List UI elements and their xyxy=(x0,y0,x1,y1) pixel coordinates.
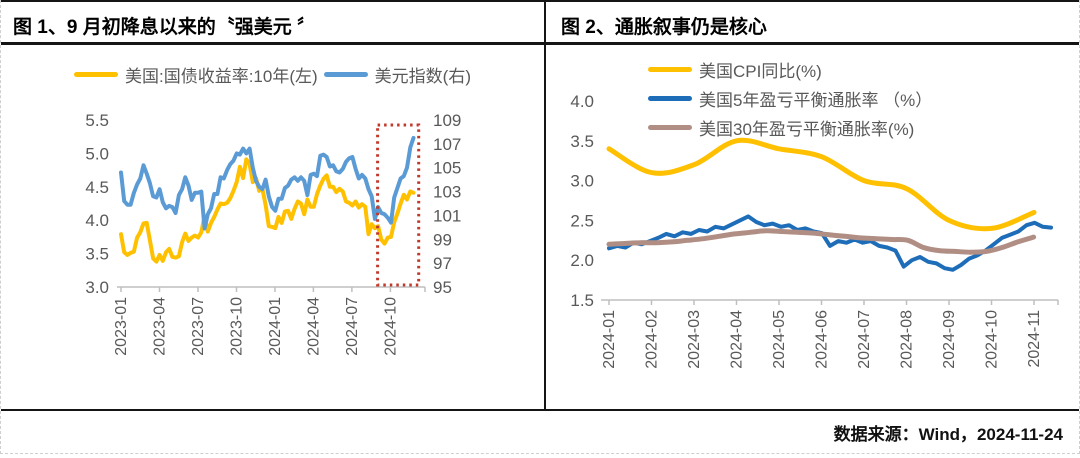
x-tick-label: 2024-01 xyxy=(267,297,284,356)
figure-titles-row: 图 1、9 月初降息以来的〝强美元 〞 图 2、通胀叙事仍是核心 xyxy=(1,0,1079,45)
source-row: 数据来源：Wind，2024-11-24 xyxy=(1,409,1079,453)
treasury-yield-legend-label: 美国:国债收益率:10年(左) xyxy=(124,67,318,86)
x-tick-label: 2023-07 xyxy=(190,297,207,356)
y-tick-label-right: 97 xyxy=(433,254,452,273)
y-tick-label-left: 4.0 xyxy=(570,92,594,111)
treasury-yield-line-swatch xyxy=(73,72,118,77)
series-line-0 xyxy=(119,157,416,264)
fig1-legend: 美国:国债收益率:10年(左) 美元指数(右) xyxy=(1,62,544,87)
fig2-legend: 美国CPI同比(%) 美国5年盈亏平衡通胀率 （%） 美国30年盈亏平衡通胀率(… xyxy=(648,57,932,140)
legend-item-breakeven-5y: 美国5年盈亏平衡通胀率 （%） xyxy=(648,86,932,111)
series-line-1 xyxy=(119,135,416,231)
y-tick-label-left: 3.0 xyxy=(570,172,594,191)
fig1-plot: 2023-01 2023-04 2023-07 2023-10 2024-01 2024-… xyxy=(85,111,461,356)
y-tick-label-right: 101 xyxy=(433,206,461,225)
breakeven-30y-line-swatch xyxy=(648,125,692,130)
x-tick-label: 2024-05 xyxy=(771,310,788,369)
breakeven-5y-line-swatch xyxy=(648,96,692,101)
y-tick-label-left: 1.5 xyxy=(570,291,594,310)
x-tick-label: 2024-01 xyxy=(601,310,618,369)
series-line-2 xyxy=(606,228,1037,255)
legend-item-dollar-index: 美元指数(右) xyxy=(323,62,471,87)
y-tick-label-left: 2.5 xyxy=(570,211,594,230)
highlight-rect xyxy=(376,123,421,287)
x-tick-label: 2024-07 xyxy=(344,297,361,356)
x-tick-label: 2024-10 xyxy=(984,310,1001,369)
x-tick-label: 2024-06 xyxy=(814,310,831,369)
y-tick-label-left: 5.0 xyxy=(85,144,109,163)
y-tick-label-left: 2.0 xyxy=(570,251,594,270)
x-tick-label: 2024-09 xyxy=(941,310,958,369)
legend-item-treasury-yield: 美国:国债收益率:10年(左) xyxy=(73,62,318,87)
x-axis: 2024-01 2024-02 2024-03 2024-04 2024-05 2024-… xyxy=(601,299,1059,369)
cpi-line-swatch xyxy=(648,67,692,72)
y-tick-label-left: 3.5 xyxy=(570,132,594,151)
x-tick-label: 2024-08 xyxy=(899,310,916,369)
x-tick-label: 2023-01 xyxy=(113,297,130,356)
y-tick-label-left: 3.5 xyxy=(85,245,109,264)
x-tick-label: 2024-04 xyxy=(729,310,746,369)
x-tick-label: 2024-03 xyxy=(686,310,703,369)
y-tick-label-right: 105 xyxy=(433,159,461,178)
x-tick-label: 2023-10 xyxy=(228,297,245,356)
series-line-1 xyxy=(607,214,1053,272)
x-tick-label: 2023-04 xyxy=(151,297,168,356)
y-axis-right: 109 107 105 103 101 99 97 95 xyxy=(433,111,461,297)
y-axis-left: 4.0 3.5 3.0 2.5 2.0 1.5 xyxy=(570,92,594,310)
fig1-chart-panel: 美国:国债收益率:10年(左) 美元指数(右) 2023-01 2023-04 20… xyxy=(1,45,546,409)
x-tick-label: 2024-02 xyxy=(644,310,661,369)
cpi-legend-label: 美国CPI同比(%) xyxy=(699,62,822,81)
y-tick-label-left: 4.0 xyxy=(85,211,109,230)
dollar-index-legend-label: 美元指数(右) xyxy=(374,67,471,86)
fig1-title: 图 1、9 月初降息以来的〝强美元 〞 xyxy=(1,2,546,42)
y-tick-label-right: 99 xyxy=(433,230,452,249)
legend-item-breakeven-30y: 美国30年盈亏平衡通胀率(%) xyxy=(648,115,932,140)
x-tick-label: 2024-07 xyxy=(856,310,873,369)
y-tick-label-left: 3.0 xyxy=(85,278,109,297)
legend-item-cpi: 美国CPI同比(%) xyxy=(648,57,932,82)
series-line-0 xyxy=(606,137,1037,232)
y-tick-label-right: 107 xyxy=(433,135,461,154)
fig2-chart-panel: 美国CPI同比(%) 美国5年盈亏平衡通胀率 （%） 美国30年盈亏平衡通胀率(… xyxy=(546,45,1078,409)
breakeven-5y-legend-label: 美国5年盈亏平衡通胀率 （%） xyxy=(699,91,933,110)
y-tick-label-left: 5.5 xyxy=(85,111,109,130)
x-tick-label: 2024-04 xyxy=(305,297,322,356)
fig2-title: 图 2、通胀叙事仍是核心 xyxy=(561,17,767,38)
charts-row: 美国:国债收益率:10年(左) 美元指数(右) 2023-01 2023-04 20… xyxy=(1,45,1079,409)
y-tick-label-right: 109 xyxy=(433,111,461,130)
y-axis-left: 5.5 5.0 4.5 4.0 3.5 3.0 xyxy=(85,111,109,297)
y-tick-label-left: 4.5 xyxy=(85,178,109,197)
source-text: 数据来源：Wind，2024-11-24 xyxy=(833,425,1063,444)
x-axis: 2023-01 2023-04 2023-07 2023-10 2024-01 2024-… xyxy=(113,286,426,356)
y-tick-label-right: 103 xyxy=(433,183,461,202)
dollar-index-line-swatch xyxy=(323,72,368,77)
y-tick-label-right: 95 xyxy=(433,278,452,297)
fig2-plot: 2024-01 2024-02 2024-03 2024-04 2024-05 2024-… xyxy=(570,92,1059,369)
x-tick-label: 2024-10 xyxy=(382,297,399,356)
x-tick-label: 2024-11 xyxy=(1026,310,1043,368)
breakeven-30y-legend-label: 美国30年盈亏平衡通胀率(%) xyxy=(699,120,915,139)
